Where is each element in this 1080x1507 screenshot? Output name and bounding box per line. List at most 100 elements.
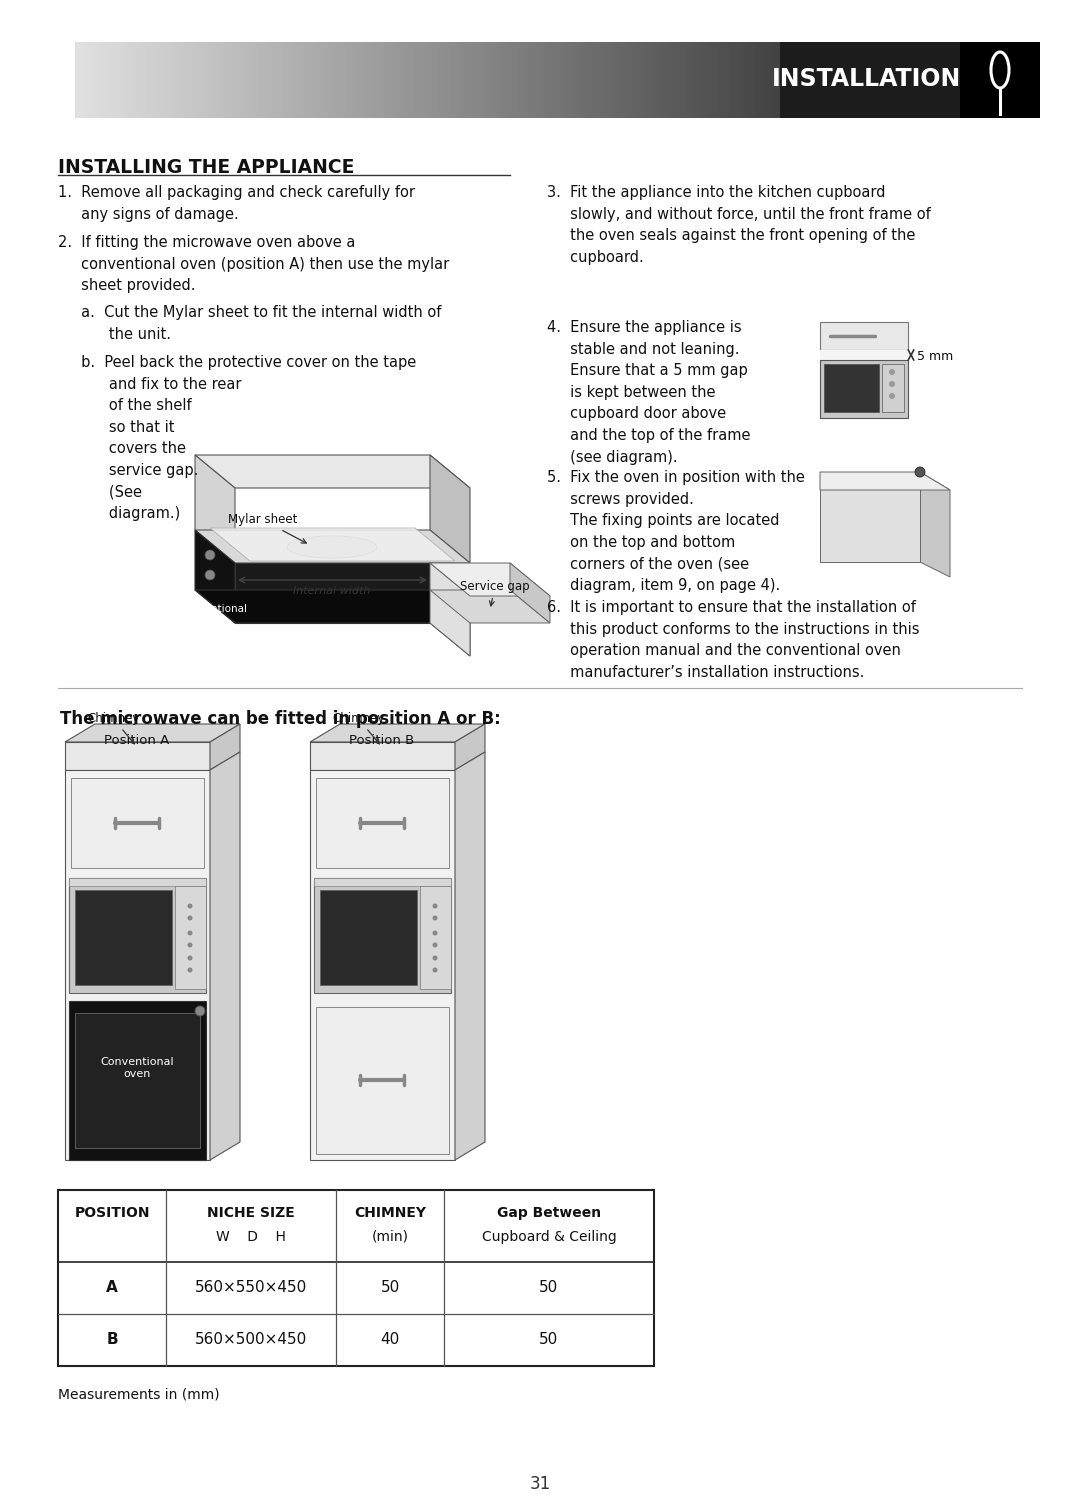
Circle shape — [188, 967, 192, 972]
Bar — [556, 42, 559, 118]
Circle shape — [188, 915, 192, 921]
Bar — [807, 42, 811, 118]
Text: 50: 50 — [380, 1281, 400, 1296]
Bar — [509, 42, 513, 118]
Circle shape — [188, 904, 192, 909]
Text: 31: 31 — [529, 1475, 551, 1493]
Text: The microwave can be fitted in position A or B:: The microwave can be fitted in position … — [59, 710, 500, 728]
Bar — [626, 42, 631, 118]
Bar — [735, 42, 740, 118]
Bar — [96, 42, 99, 118]
Bar — [633, 42, 636, 118]
Bar — [219, 42, 224, 118]
Bar — [883, 42, 888, 118]
Bar — [759, 42, 764, 118]
Bar — [940, 42, 943, 118]
Bar — [538, 42, 542, 118]
Polygon shape — [310, 723, 485, 741]
Polygon shape — [195, 455, 235, 564]
Bar — [647, 42, 651, 118]
Bar — [408, 42, 413, 118]
Circle shape — [915, 467, 924, 478]
Text: 3.  Fit the appliance into the kitchen cupboard
     slowly, and without force, : 3. Fit the appliance into the kitchen cu… — [546, 185, 931, 265]
Bar — [957, 42, 961, 118]
Text: Position B: Position B — [349, 734, 415, 747]
Bar — [461, 42, 465, 118]
Bar — [119, 42, 123, 118]
Bar — [833, 42, 837, 118]
Bar — [766, 42, 769, 118]
Bar — [316, 42, 321, 118]
Bar — [432, 42, 436, 118]
Bar — [721, 42, 725, 118]
Bar — [936, 42, 941, 118]
Circle shape — [188, 930, 192, 936]
Polygon shape — [510, 564, 550, 622]
Bar — [311, 42, 315, 118]
Bar — [694, 42, 699, 118]
Bar — [783, 42, 787, 118]
Bar — [81, 42, 85, 118]
Bar — [122, 42, 126, 118]
Bar — [328, 42, 333, 118]
Bar — [249, 42, 253, 118]
Bar — [565, 42, 569, 118]
Text: Chimney: Chimney — [332, 711, 384, 744]
Bar — [470, 42, 474, 118]
Bar — [635, 42, 639, 118]
Bar — [228, 42, 232, 118]
Bar — [798, 42, 801, 118]
Bar — [459, 42, 462, 118]
Bar — [865, 42, 869, 118]
Bar — [942, 42, 946, 118]
Bar — [710, 42, 713, 118]
Bar — [352, 42, 356, 118]
Bar — [568, 42, 571, 118]
Polygon shape — [430, 455, 470, 564]
Bar — [820, 350, 908, 360]
Bar — [420, 42, 424, 118]
Bar — [774, 42, 778, 118]
Bar — [653, 42, 657, 118]
Bar — [370, 42, 374, 118]
Bar — [134, 42, 138, 118]
Bar — [836, 42, 840, 118]
Bar — [594, 42, 598, 118]
Bar — [895, 42, 899, 118]
Bar — [679, 42, 684, 118]
Polygon shape — [175, 886, 206, 989]
Bar — [863, 42, 866, 118]
Bar — [238, 42, 241, 118]
Bar — [600, 42, 604, 118]
Bar — [314, 42, 318, 118]
Bar — [349, 42, 353, 118]
Bar — [851, 42, 854, 118]
Polygon shape — [455, 752, 485, 1160]
Polygon shape — [430, 564, 470, 656]
Bar — [889, 42, 893, 118]
Polygon shape — [430, 564, 550, 595]
Bar — [323, 42, 327, 118]
Bar — [536, 42, 539, 118]
Bar — [217, 42, 220, 118]
Text: Conventional
oven: Conventional oven — [100, 1058, 174, 1079]
Bar — [151, 42, 156, 118]
Bar — [193, 42, 197, 118]
Bar — [553, 42, 557, 118]
Bar — [93, 42, 96, 118]
Bar — [195, 42, 200, 118]
Bar — [391, 42, 394, 118]
Polygon shape — [430, 591, 550, 622]
Circle shape — [432, 904, 437, 909]
Circle shape — [205, 570, 215, 580]
Bar — [503, 42, 507, 118]
Text: 50: 50 — [539, 1281, 558, 1296]
Bar — [166, 42, 171, 118]
Bar — [913, 42, 917, 118]
Bar — [795, 42, 799, 118]
Bar — [411, 42, 415, 118]
Bar — [650, 42, 654, 118]
Bar — [207, 42, 212, 118]
Bar — [860, 42, 864, 118]
Bar — [403, 42, 406, 118]
